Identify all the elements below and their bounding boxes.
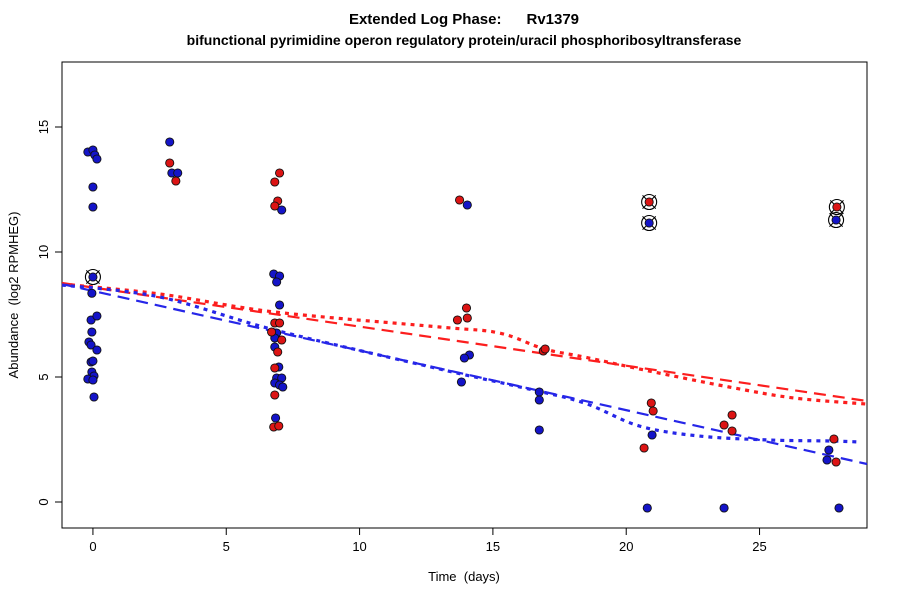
data-point	[271, 413, 281, 423]
x-axis-title: Time (days)	[428, 569, 500, 584]
data-point	[272, 277, 282, 287]
y-tick-label: 5	[36, 373, 51, 380]
data-point	[648, 406, 658, 416]
data-point	[462, 313, 472, 323]
data-point	[171, 176, 181, 186]
data-point	[165, 137, 175, 147]
data-point	[727, 410, 737, 420]
data-point	[275, 300, 285, 310]
data-point	[273, 347, 283, 357]
data-point	[644, 218, 654, 228]
data-point	[534, 425, 544, 435]
data-point	[829, 434, 839, 444]
y-tick-label: 10	[36, 245, 51, 259]
flagged-data-point	[641, 214, 658, 232]
data-point	[639, 443, 649, 453]
x-tick-label: 0	[89, 539, 96, 554]
data-point	[277, 335, 287, 345]
data-point	[534, 387, 544, 397]
data-point	[831, 457, 841, 467]
data-point	[267, 327, 277, 337]
data-point	[534, 395, 544, 405]
plot-border	[61, 61, 868, 529]
flagged-data-point	[641, 193, 658, 211]
data-point	[459, 353, 469, 363]
data-point	[719, 503, 729, 513]
data-point	[275, 168, 285, 178]
data-point	[92, 154, 102, 164]
chart-subtitle: bifunctional pyrimidine operon regulator…	[187, 32, 742, 48]
data-point	[646, 398, 656, 408]
red-linear-fit-line	[61, 281, 868, 403]
flag-ring-icon	[84, 268, 101, 286]
x-tick-label: 10	[352, 539, 366, 554]
flagged-data-point	[828, 211, 845, 229]
data-point	[456, 377, 466, 387]
data-point	[88, 375, 98, 385]
data-point	[270, 363, 280, 373]
data-point	[275, 318, 285, 328]
blue-smooth-fit-line	[61, 283, 860, 444]
y-axis-title: Abundance (log2 RPMHEG)	[6, 212, 21, 379]
data-point	[642, 503, 652, 513]
flag-ring-icon	[641, 193, 658, 211]
data-point	[831, 215, 841, 225]
red-smooth-fit-line	[61, 282, 867, 406]
chart-title: Extended Log Phase: Rv1379	[349, 11, 579, 28]
x-tick-label: 25	[752, 539, 766, 554]
data-point	[88, 202, 98, 212]
data-point	[727, 426, 737, 436]
data-point	[92, 311, 102, 321]
data-point	[173, 168, 183, 178]
data-point	[165, 158, 175, 168]
data-point	[540, 344, 550, 354]
data-point	[277, 205, 287, 215]
data-point	[88, 272, 98, 282]
data-point	[270, 177, 280, 187]
flag-ring-icon	[641, 214, 658, 232]
data-point	[274, 421, 284, 431]
data-point	[834, 503, 844, 513]
data-point	[822, 455, 832, 465]
data-point	[89, 392, 99, 402]
data-point	[452, 315, 462, 325]
plot-area: 0 5 10 15 20 25 0 5 10 15	[36, 61, 868, 554]
data-point	[647, 430, 657, 440]
data-point	[87, 327, 97, 337]
flag-ring-icon	[828, 198, 845, 216]
y-tick-label: 0	[36, 498, 51, 505]
data-point	[270, 201, 280, 211]
data-point	[832, 202, 842, 212]
x-tick-label: 15	[486, 539, 500, 554]
data-point	[86, 340, 96, 350]
flagged-data-point	[828, 198, 845, 216]
data-point	[461, 303, 472, 313]
data-point	[824, 445, 834, 455]
data-point	[92, 345, 102, 355]
y-tick-label: 15	[36, 120, 51, 134]
data-point	[462, 200, 472, 210]
data-point	[719, 420, 729, 430]
data-point	[270, 390, 280, 400]
data-point	[88, 356, 98, 366]
flagged-data-point	[84, 268, 101, 286]
data-point	[455, 195, 465, 205]
data-point	[644, 197, 654, 207]
flag-ring-icon	[828, 211, 845, 229]
data-point	[88, 182, 98, 192]
x-tick-label: 20	[619, 539, 633, 554]
data-point	[278, 382, 288, 392]
x-tick-label: 5	[223, 539, 230, 554]
data-point	[87, 288, 97, 298]
